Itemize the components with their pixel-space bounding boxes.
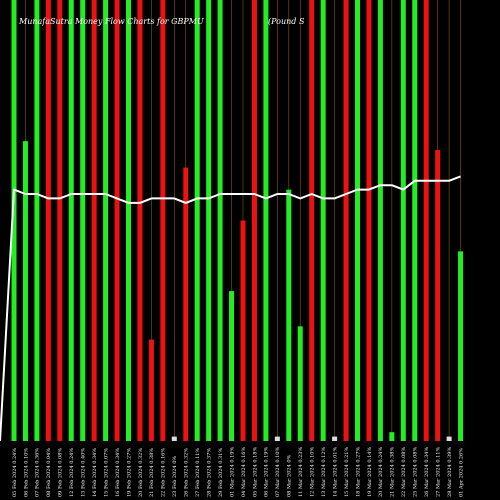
bar (80, 0, 86, 441)
bar (412, 0, 418, 441)
tick-label: 14 Mar 2024 0.01% (332, 447, 338, 497)
tick-label: 01 Mar 2024 0.19% (229, 447, 235, 497)
bar (435, 149, 441, 441)
bar (286, 189, 292, 441)
money-flow-line (0, 175, 461, 442)
bar (229, 291, 235, 441)
bar (103, 0, 109, 441)
tick-label: 27 Feb 2024 0.11% (195, 448, 201, 497)
bar (57, 0, 63, 441)
bar (343, 0, 349, 441)
x-tick-labels: 05 Feb 2024 0.24% 06 Feb 2024 0.10% 07 Feb… (12, 447, 465, 497)
bar (160, 0, 166, 441)
bar (22, 141, 28, 441)
tick-label: 15 Mar 2024 0.21% (344, 447, 350, 497)
bar (423, 0, 429, 441)
tick-label: 23 Feb 2024 0% (172, 456, 178, 497)
bar (355, 0, 360, 441)
tick-label: 14 Feb 2024 0.34% (92, 448, 98, 497)
tick-label: 28 Feb 2024 0.37% (206, 448, 212, 497)
tick-label: 13 Mar 2024 0.12% (321, 447, 327, 497)
bar (137, 0, 143, 441)
bar (251, 0, 257, 441)
tick-label: 04 Mar 2024 0.16% (241, 447, 247, 497)
tick-label: 18 Mar 2024 0.27% (355, 447, 361, 497)
tick-label: 01 Apr 2024 0.26% (458, 448, 464, 497)
tick-label: 06 Mar 2024 0.19% (264, 447, 270, 497)
bar (148, 339, 154, 441)
chart-title-right: (Pound S (268, 17, 305, 26)
tick-label: 08 Feb 2024 0.04% (46, 448, 52, 497)
tick-label: 16 Feb 2024 0.34% (115, 448, 121, 497)
bar (126, 0, 131, 441)
tick-label: 13 Feb 2024 0.40% (81, 448, 87, 497)
bars (11, 0, 464, 441)
tick-label: 19 Mar 2024 0.14% (367, 447, 373, 497)
tick-label: 27 Mar 2024 0.11% (435, 447, 441, 497)
bar (240, 220, 246, 441)
bar (183, 167, 189, 441)
tick-label: 15 Feb 2024 0.07% (103, 448, 109, 497)
tick-label: 09 Feb 2024 0.08% (58, 448, 64, 497)
tick-label: 07 Mar 2024 0.10% (275, 447, 281, 497)
bar (309, 0, 315, 441)
tick-label: 05 Mar 2024 0.18% (252, 447, 258, 497)
bar (400, 0, 406, 441)
tick-label: 22 Feb 2024 0.16% (161, 448, 167, 497)
tick-label: 20 Mar 2024 0.24% (378, 447, 384, 497)
bar (458, 251, 464, 441)
tick-label: 25 Mar 2024 0.08% (413, 447, 419, 497)
chart-title: MunafaSutra Money Flow Charts for GBPMU (18, 17, 204, 26)
bar (389, 432, 395, 441)
tick-label: 26 Mar 2024 0.34% (424, 447, 430, 497)
tick-label: 21 Mar 2024 0.38% (390, 447, 396, 497)
bar (274, 436, 280, 441)
bar (263, 0, 269, 441)
tick-label: 19 Feb 2024 0.27% (126, 448, 132, 497)
tick-label: 11 Mar 2024 0.23% (298, 447, 304, 497)
bar (11, 0, 17, 441)
tick-label: 22 Mar 2024 0.08% (401, 447, 407, 497)
bar (34, 0, 40, 441)
bar (377, 0, 383, 441)
bar (332, 436, 338, 441)
tick-label: 20 Feb 2024 0.32% (138, 448, 144, 497)
tick-label: 08 Mar 2024 0% (287, 454, 293, 497)
tick-label: 07 Feb 2024 0.36% (35, 448, 41, 497)
bar (206, 0, 212, 441)
tick-label: 26 Feb 2024 0.32% (184, 448, 190, 497)
tick-label: 06 Feb 2024 0.10% (23, 448, 29, 497)
bar (171, 436, 177, 441)
bar (194, 0, 200, 441)
bar (91, 0, 97, 441)
bar (45, 0, 51, 441)
tick-label: 12 Mar 2024 0.10% (310, 447, 316, 497)
bar (297, 326, 303, 441)
bar (446, 436, 452, 441)
tick-label: 21 Feb 2024 0.38% (149, 448, 155, 497)
tick-label: 05 Feb 2024 0.24% (12, 448, 18, 497)
tick-label: 28 Mar 2024 0.39% (447, 447, 453, 497)
money-flow-line-layer (0, 175, 461, 442)
bar (217, 0, 223, 441)
tick-label: 12 Feb 2024 0.24% (69, 448, 75, 497)
bar (320, 0, 326, 441)
bar (366, 0, 372, 441)
bar (114, 0, 120, 441)
bar (68, 0, 74, 441)
tick-label: 29 Feb 2024 0.31% (218, 448, 224, 497)
